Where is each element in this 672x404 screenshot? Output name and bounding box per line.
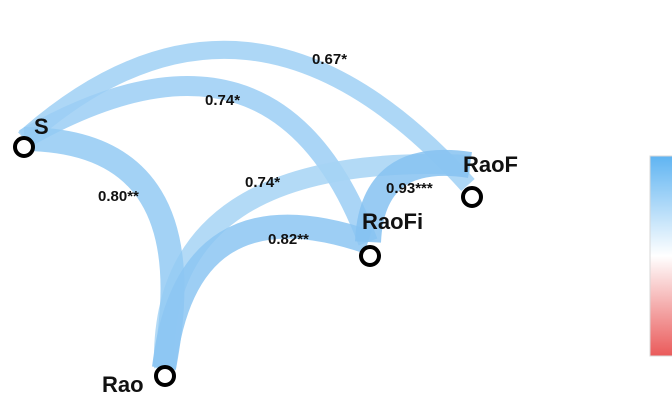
edge-label-RaoFi-RaoF: 0.93***: [386, 180, 433, 197]
node-label-RaoFi: RaoFi: [362, 209, 423, 234]
edge-Rao-RaoFi: [152, 214, 372, 370]
edge-S-RaoF: [18, 40, 475, 192]
edge-labels: 0.67* 0.74* 0.74* 0.80** 0.82** 0.93***: [98, 51, 433, 248]
node-RaoF: [461, 186, 483, 208]
node-S: [13, 136, 35, 158]
edge-label-S-Rao: 0.80**: [98, 188, 139, 205]
edge-label-S-RaoFi: 0.74*: [205, 92, 240, 109]
edge-S-Rao: [23, 127, 185, 371]
node-labels: S RaoF RaoFi Rao: [34, 114, 518, 397]
edge-label-Rao-RaoFi: 0.82**: [268, 231, 309, 248]
color-legend: [649, 155, 672, 357]
edge-S-RaoFi: [19, 76, 378, 246]
nodes: [13, 136, 483, 387]
node-label-S: S: [34, 114, 49, 139]
node-Rao: [154, 365, 176, 387]
node-label-RaoF: RaoF: [463, 152, 518, 177]
node-RaoFi: [359, 245, 381, 267]
edges: [18, 40, 475, 371]
edge-RaoFi-RaoF: [355, 149, 472, 243]
legend-gradient-bar: [649, 155, 672, 357]
edge-label-S-RaoF: 0.67*: [312, 51, 347, 68]
edge-label-Rao-RaoF: 0.74*: [245, 174, 280, 191]
node-label-Rao: Rao: [102, 372, 144, 397]
